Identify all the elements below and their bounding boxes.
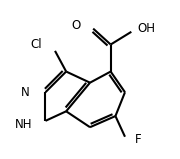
Text: NH: NH [15, 118, 33, 131]
Text: O: O [71, 19, 80, 32]
Text: Cl: Cl [31, 38, 42, 51]
Text: OH: OH [138, 22, 156, 35]
Text: F: F [134, 133, 141, 146]
Text: N: N [21, 86, 30, 99]
